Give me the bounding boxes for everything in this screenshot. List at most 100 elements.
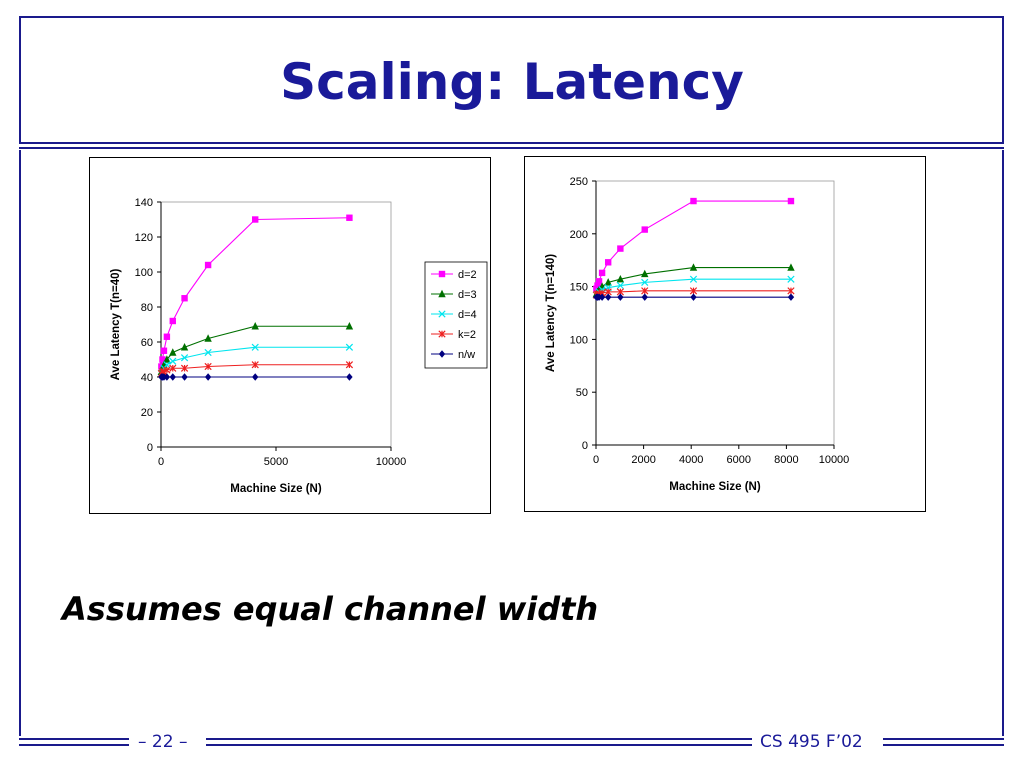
- chart-right: 0 50 100 150 200 250 0 2000 4000 6000 8000 10000 Mac…: [545, 176, 850, 493]
- x-tick-label: 10000: [819, 454, 850, 466]
- data-point: [163, 361, 171, 369]
- x-tick-label: 6000: [727, 454, 751, 466]
- data-point: [204, 373, 212, 381]
- legend-marker: [438, 310, 446, 318]
- data-point: [641, 293, 648, 301]
- data-point: [604, 259, 612, 266]
- x-tick-label: 8000: [774, 454, 798, 466]
- data-point: [251, 343, 259, 351]
- left-border: [19, 150, 21, 736]
- page-number: – 22 –: [138, 732, 188, 752]
- data-point: [787, 197, 795, 205]
- legend: d=2 d=3 d=4 k=2 n/w: [424, 261, 488, 369]
- data-point: [251, 322, 259, 330]
- data-point: [616, 281, 624, 290]
- plot-area: [595, 180, 835, 446]
- data-point: [252, 216, 259, 223]
- data-point: [181, 295, 188, 302]
- y-tick-label: 200: [570, 229, 588, 241]
- data-point: [181, 373, 188, 381]
- data-point: [160, 347, 168, 354]
- title-frame: [19, 16, 1004, 149]
- data-point: [616, 275, 625, 283]
- legend-label: d=3: [458, 289, 477, 301]
- y-tick-label: 80: [141, 302, 153, 314]
- data-point: [787, 293, 795, 301]
- series-3: [157, 361, 354, 378]
- data-point: [159, 356, 166, 363]
- data-point: [163, 333, 171, 340]
- legend-marker: [438, 289, 446, 298]
- legend-label: k=2: [458, 329, 476, 341]
- data-point: [345, 343, 354, 351]
- data-point: [169, 364, 177, 372]
- legend-marker: [438, 330, 446, 338]
- data-point: [169, 373, 176, 381]
- data-point: [169, 317, 176, 325]
- series-line: [160, 217, 350, 367]
- data-point: [787, 275, 795, 283]
- chart-left-box: 0 20 40 60 80 100 120 140 0 5000 10000 Machine Size…: [89, 157, 491, 514]
- chart-left: 0 20 40 60 80 100 120 140 0 5000 10000 Machine Size…: [110, 197, 488, 495]
- plot-area: [160, 201, 392, 448]
- data-point: [641, 226, 648, 233]
- data-point: [163, 366, 171, 374]
- legend-label: d=2: [458, 269, 477, 281]
- data-point: [169, 348, 177, 356]
- data-point: [598, 269, 606, 277]
- chart-right-box: 0 50 100 150 200 250 0 2000 4000 6000 8000 10000 Mac…: [524, 156, 926, 512]
- footer-line-right: [883, 738, 1004, 746]
- y-tick-label: 100: [570, 334, 588, 346]
- y-tick-label: 250: [570, 176, 588, 188]
- data-point: [346, 214, 353, 221]
- data-point: [617, 293, 624, 301]
- data-point: [252, 373, 259, 381]
- data-point: [690, 293, 697, 301]
- data-point: [690, 197, 697, 205]
- slide-title: Scaling: Latency: [280, 53, 744, 111]
- data-point: [595, 278, 603, 285]
- data-point: [169, 357, 177, 365]
- y-tick-label: 0: [582, 440, 588, 452]
- data-point: [641, 287, 649, 295]
- data-point: [163, 355, 171, 363]
- data-point: [594, 282, 601, 289]
- data-point: [617, 245, 624, 252]
- data-point: [604, 278, 612, 286]
- right-border: [1002, 150, 1004, 736]
- y-tick-label: 0: [147, 442, 153, 454]
- x-tick-label: 5000: [264, 456, 288, 468]
- footer-line-middle: [206, 738, 752, 746]
- footer-line-left: [19, 738, 129, 746]
- data-point: [641, 278, 649, 287]
- series-line: [160, 346, 350, 374]
- legend-marker: [438, 350, 446, 358]
- x-axis-label: Machine Size (N): [230, 483, 322, 495]
- data-point: [204, 261, 212, 269]
- legend-box: [424, 261, 488, 369]
- y-tick-label: 100: [135, 267, 153, 279]
- y-tick-label: 40: [141, 372, 153, 384]
- y-axis-label: Ave Latency T(n=40): [110, 268, 122, 380]
- data-point: [787, 263, 795, 271]
- data-point: [641, 269, 649, 278]
- data-point: [251, 361, 259, 369]
- y-axis-label: Ave Latency T(n=140): [545, 254, 557, 372]
- data-point: [787, 287, 795, 295]
- data-point: [689, 287, 698, 295]
- series-4: [158, 373, 353, 381]
- data-point: [180, 354, 189, 362]
- data-point: [345, 361, 354, 369]
- x-tick-label: 10000: [376, 456, 407, 468]
- data-point: [345, 322, 354, 330]
- y-tick-label: 50: [576, 387, 588, 399]
- data-point: [204, 348, 212, 357]
- x-tick-label: 2000: [631, 454, 655, 466]
- x-axis-label: Machine Size (N): [669, 481, 761, 493]
- y-tick-label: 120: [135, 232, 153, 244]
- data-point: [346, 373, 353, 381]
- y-tick-label: 140: [135, 197, 153, 209]
- legend-label: d=4: [458, 309, 477, 321]
- data-point: [204, 362, 212, 371]
- data-point: [180, 364, 189, 372]
